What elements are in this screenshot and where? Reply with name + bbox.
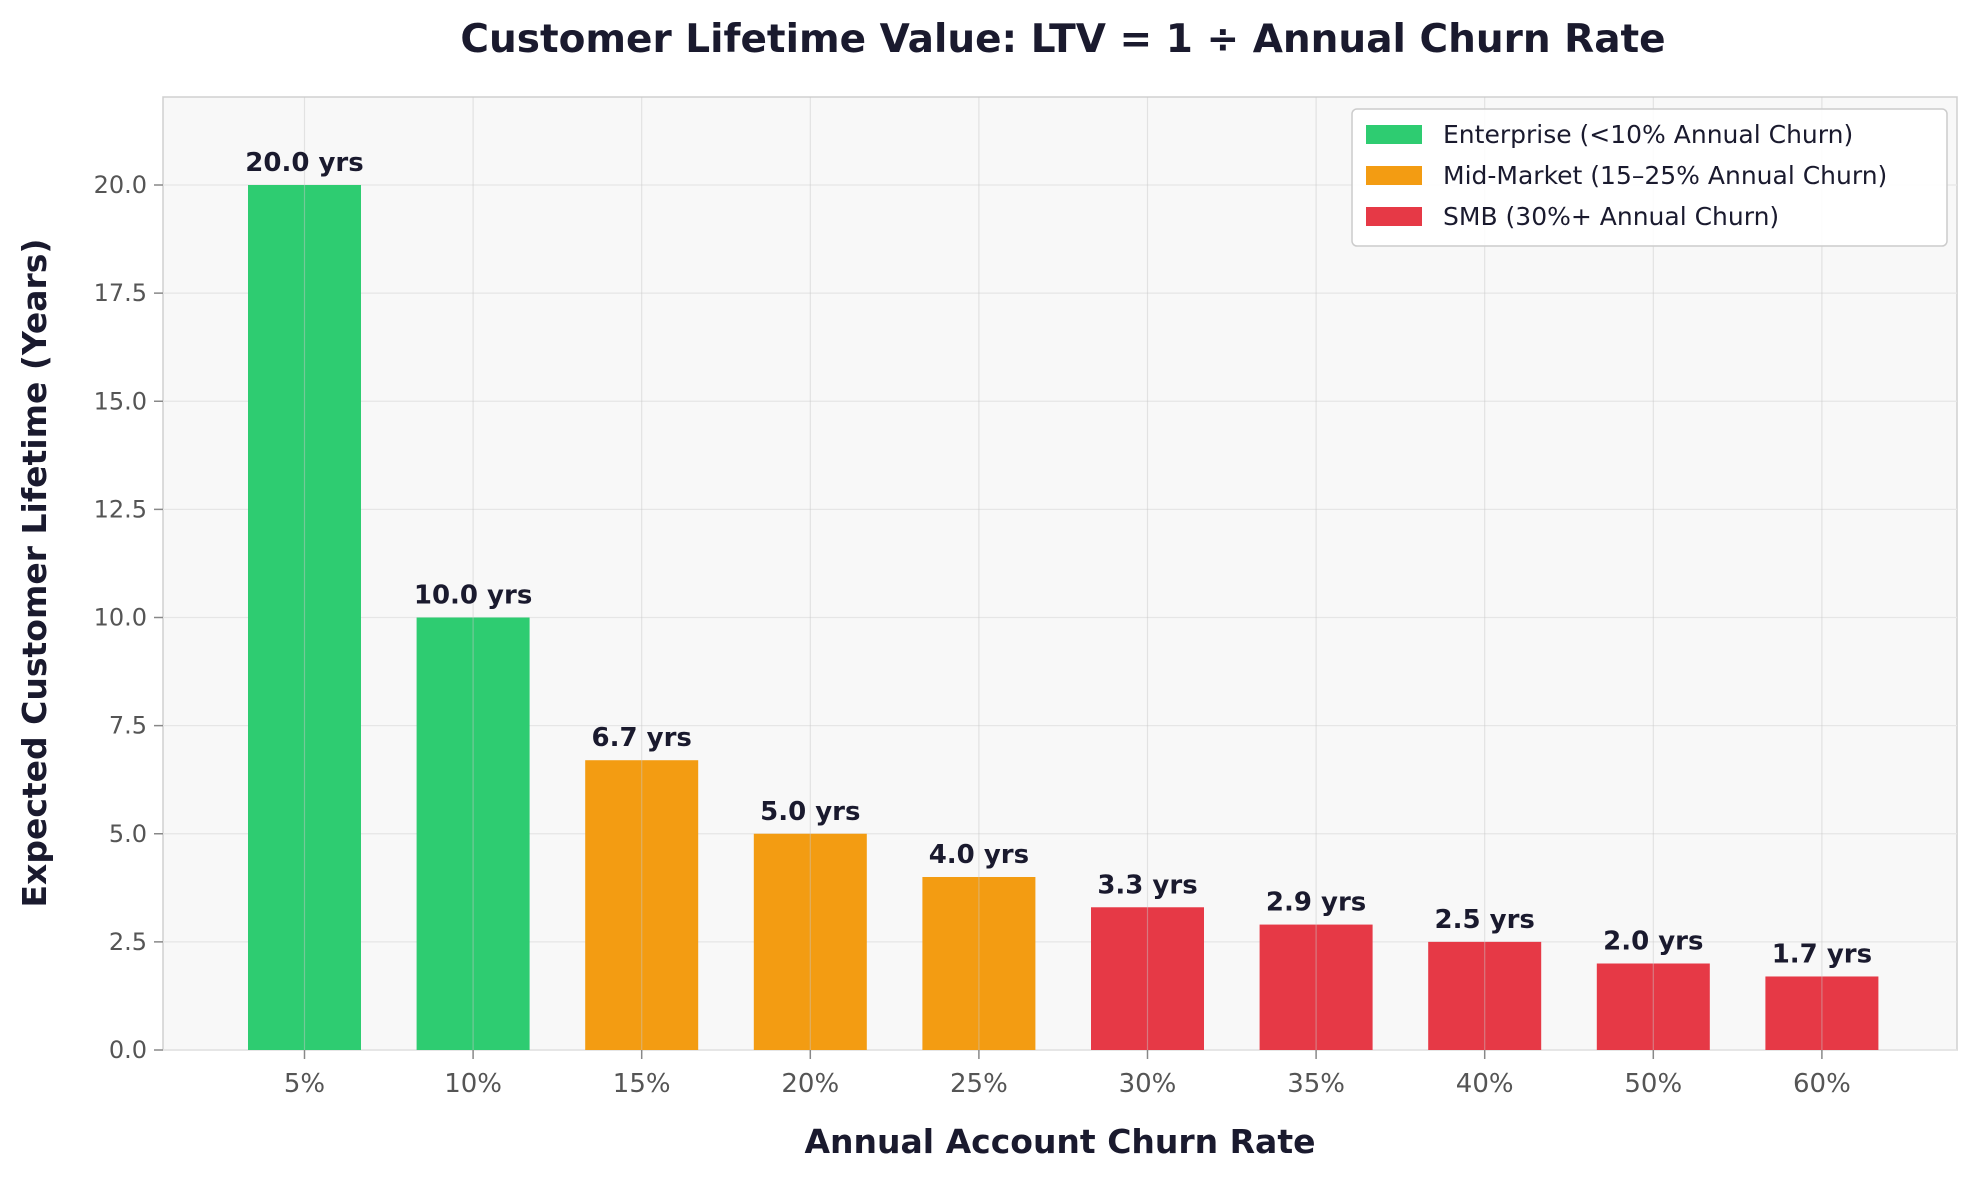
chart-title: Customer Lifetime Value: LTV = 1 ÷ Annua… bbox=[460, 17, 1665, 62]
bar-value-label: 6.7 yrs bbox=[592, 723, 692, 753]
y-tick-label: 17.5 bbox=[94, 279, 147, 307]
bar-value-label: 3.3 yrs bbox=[1097, 870, 1197, 900]
legend-label: SMB (30%+ Annual Churn) bbox=[1443, 202, 1779, 231]
vertical-gridlines bbox=[303, 97, 1823, 1050]
x-tick-label: 40% bbox=[1456, 1069, 1514, 1099]
y-axis: 0.0 2.5 5.0 7.5 10.0 12.5 15.0 17.5 20.0 bbox=[94, 171, 163, 1064]
x-axis: 5% 10% 15% 20% 25% 30% 35% 40% 50% 60% bbox=[284, 1050, 1851, 1099]
x-tick-label: 20% bbox=[781, 1069, 839, 1099]
bar bbox=[1259, 924, 1373, 1050]
x-tick-label: 25% bbox=[950, 1069, 1008, 1099]
x-tick-label: 15% bbox=[613, 1069, 671, 1099]
x-tick-label: 5% bbox=[284, 1069, 325, 1099]
bar-value-label: 10.0 yrs bbox=[414, 581, 532, 611]
bar bbox=[1765, 976, 1879, 1050]
legend-label: Mid-Market (15–25% Annual Churn) bbox=[1443, 161, 1887, 190]
bar-value-label: 4.0 yrs bbox=[929, 840, 1029, 870]
bar-value-label: 1.7 yrs bbox=[1772, 939, 1872, 969]
bar bbox=[1091, 907, 1204, 1050]
legend-swatch bbox=[1366, 207, 1422, 226]
bar-value-label: 2.5 yrs bbox=[1435, 905, 1535, 935]
bar-value-label: 2.0 yrs bbox=[1603, 927, 1703, 957]
bars bbox=[248, 185, 1879, 1050]
y-tick-label: 12.5 bbox=[94, 495, 147, 523]
y-tick-label: 20.0 bbox=[94, 171, 147, 199]
x-tick-label: 60% bbox=[1793, 1069, 1851, 1099]
y-axis-label: Expected Customer Lifetime (Years) bbox=[15, 238, 54, 907]
legend-swatch bbox=[1366, 125, 1422, 144]
bar-value-label: 2.9 yrs bbox=[1266, 888, 1366, 918]
y-tick-label: 15.0 bbox=[94, 387, 147, 415]
y-tick-label: 7.5 bbox=[109, 712, 147, 740]
y-tick-label: 0.0 bbox=[109, 1036, 147, 1064]
legend-box bbox=[1351, 108, 1948, 247]
bar-value-labels: 20.0 yrs 10.0 yrs 6.7 yrs 5.0 yrs 4.0 yrs 3.3… bbox=[245, 148, 1872, 969]
bar bbox=[1596, 963, 1710, 1050]
y-tick-label: 10.0 bbox=[94, 604, 147, 632]
y-tick-label: 2.5 bbox=[109, 928, 147, 956]
x-tick-label: 35% bbox=[1287, 1069, 1345, 1099]
legend-swatch bbox=[1366, 166, 1422, 185]
bar-value-label: 20.0 yrs bbox=[245, 148, 363, 178]
legend: Enterprise (<10% Annual Churn) Mid-Market… bbox=[1351, 108, 1948, 247]
bar bbox=[1428, 941, 1542, 1050]
x-axis-label: Annual Account Churn Rate bbox=[805, 1122, 1316, 1161]
bar-value-label: 5.0 yrs bbox=[760, 797, 860, 827]
bar bbox=[922, 877, 1036, 1050]
x-tick-label: 30% bbox=[1119, 1069, 1177, 1099]
bar bbox=[248, 185, 361, 1050]
y-tick-label: 5.0 bbox=[109, 820, 147, 848]
bar bbox=[585, 760, 699, 1050]
legend-label: Enterprise (<10% Annual Churn) bbox=[1443, 120, 1853, 149]
x-tick-label: 10% bbox=[444, 1069, 502, 1099]
bar bbox=[416, 617, 530, 1050]
x-tick-label: 50% bbox=[1624, 1069, 1682, 1099]
bar bbox=[753, 833, 867, 1050]
